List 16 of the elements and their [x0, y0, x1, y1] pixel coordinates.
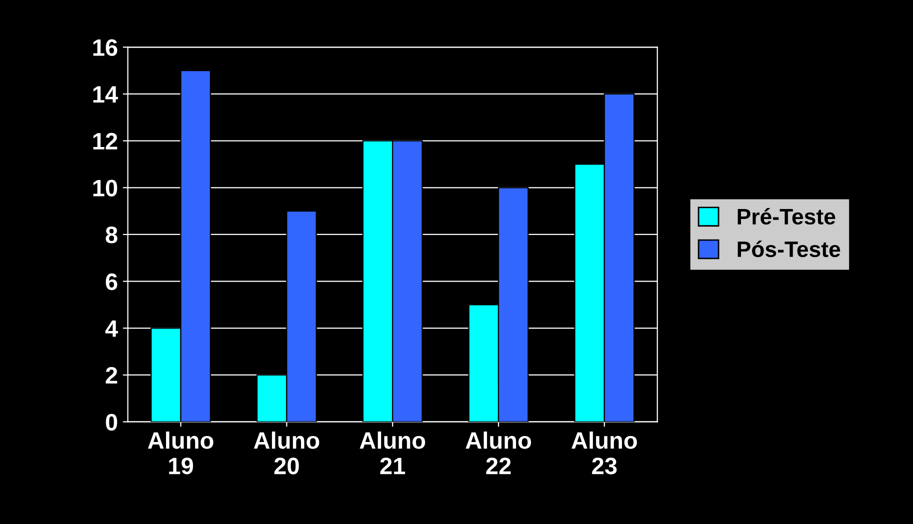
y-tick-label: 14	[93, 86, 118, 103]
x-tick-label: Aluno 23	[572, 432, 637, 474]
y-tick-label: 6	[106, 273, 118, 290]
legend-label: Pré-Teste	[738, 208, 836, 225]
x-tick-label: Aluno 22	[466, 432, 532, 474]
y-tick-label: 2	[106, 367, 118, 384]
x-tick-label: Aluno 21	[360, 432, 426, 474]
y-tick-label: 4	[105, 320, 118, 337]
legend-label: Pós-Teste	[738, 240, 840, 258]
y-tick-label: 0	[106, 414, 118, 431]
x-tick-label: Aluno 19	[148, 432, 214, 474]
y-tick-label: 10	[93, 180, 118, 196]
x-tick-label: Aluno 20	[254, 432, 320, 474]
y-tick-label: 12	[93, 132, 118, 150]
y-tick-label: 8	[106, 226, 118, 244]
y-tick-label: 16	[93, 39, 118, 56]
